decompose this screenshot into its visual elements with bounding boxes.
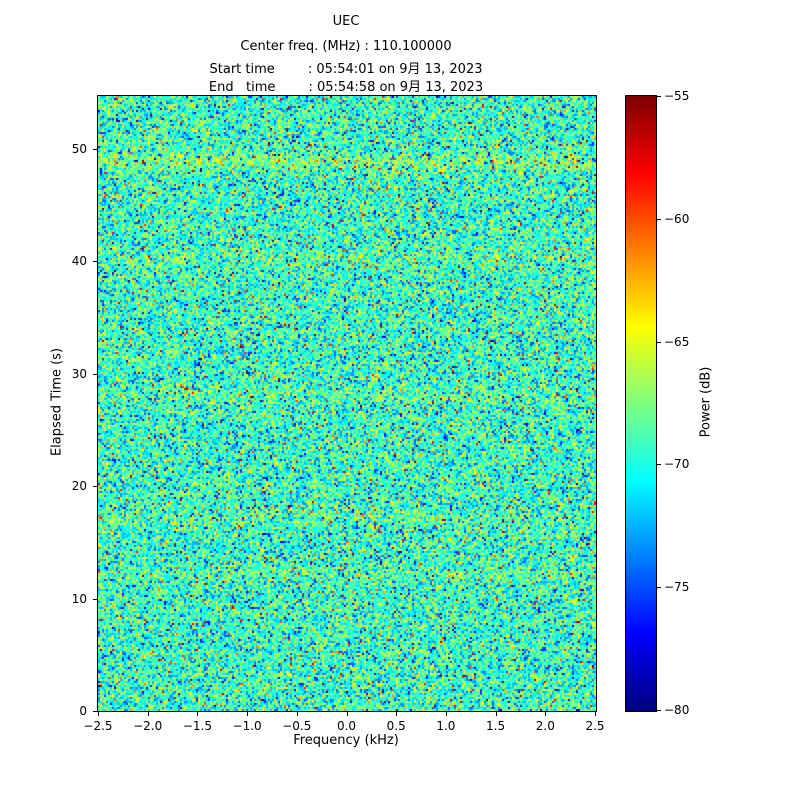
colorbar-tick-label: −65 [664,334,690,349]
y-tick-label: 0 [79,704,87,718]
x-tick [147,712,149,716]
x-tick-label: −2.0 [133,719,163,733]
y-tick [93,148,97,150]
x-tick-label: 0.5 [386,719,406,733]
x-tick [247,712,249,716]
x-tick [396,712,398,716]
colorbar-tick [657,341,661,343]
y-tick [93,373,97,375]
colorbar-tick-label: −70 [664,457,690,472]
x-tick [98,712,99,716]
x-tick-label: −0.5 [282,719,312,733]
x-tick [296,712,298,716]
y-tick [93,711,97,712]
x-axis-label: Frequency (kHz) [293,733,399,748]
y-axis-label: Elapsed Time (s) [49,347,65,457]
colorbar-tick-label: −60 [664,211,690,226]
x-tick-label: 1.5 [486,719,506,733]
x-tick [197,712,199,716]
colorbar-tick [657,587,661,589]
x-tick-label: −2.5 [83,719,113,733]
colorbar-tick [657,96,661,97]
colorbar-label: Power (dB) [698,366,714,438]
x-tick [495,712,497,716]
y-tick [93,486,97,488]
colorbar-tick-label: −55 [664,89,690,103]
x-tick-label: −1.0 [232,719,262,733]
y-tick-label: 10 [71,591,87,606]
x-tick-label: 1.0 [436,719,456,733]
colorbar-tick [657,710,661,711]
subtitle-start-time: Start time : 05:54:01 on 9月 13, 2023 [209,62,483,77]
y-tick-label: 30 [71,366,87,381]
spectrogram-heatmap [97,95,597,712]
x-tick [445,712,447,716]
colorbar-tick-label: −80 [664,703,690,717]
colorbar-tick [657,218,661,220]
chart-title: UEC [332,14,360,29]
y-tick-label: 20 [71,479,87,494]
x-tick [595,712,596,716]
colorbar [625,95,657,712]
x-tick [346,712,348,716]
x-tick-label: −1.5 [182,719,212,733]
colorbar-tick [657,464,661,466]
y-tick [93,598,97,600]
x-tick-label: 2.0 [535,719,555,733]
subtitle-center-freq: Center freq. (MHz) : 110.100000 [240,39,452,54]
y-tick [93,261,97,263]
subtitle-end-time: End time : 05:54:58 on 9月 13, 2023 [208,80,484,95]
y-tick-label: 40 [71,254,87,269]
y-tick-label: 50 [71,141,87,156]
x-tick-label: 0.0 [336,719,357,733]
x-tick [545,712,547,716]
colorbar-tick-label: −75 [664,580,690,595]
x-tick-label: 2.5 [585,719,605,733]
